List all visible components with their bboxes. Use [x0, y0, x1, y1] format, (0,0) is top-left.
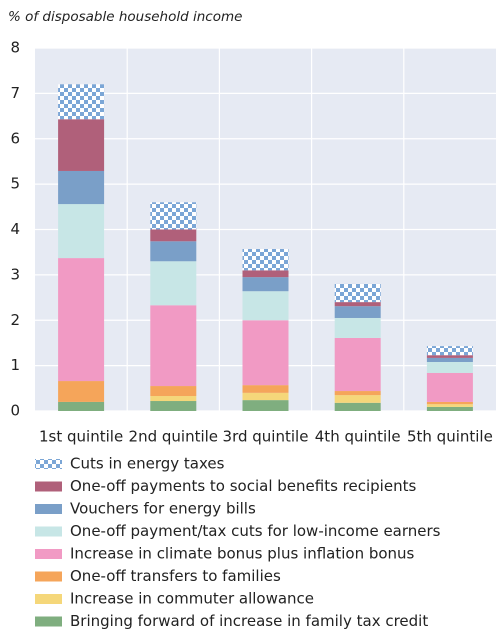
bar-segment: [426, 355, 473, 358]
legend-swatch: [35, 549, 62, 559]
bar-segment: [334, 337, 381, 392]
bar-segment: [242, 249, 289, 271]
bar-segment: [150, 241, 197, 262]
bar-segment: [334, 306, 381, 318]
bar-segment: [150, 261, 197, 306]
bar-segment: [426, 401, 473, 405]
bar-segment: [58, 119, 105, 171]
bar-segment: [334, 302, 381, 307]
legend-swatch: [35, 594, 62, 604]
y-tick-label: 6: [10, 129, 20, 147]
legend-swatch: [35, 526, 62, 537]
bar-segment: [334, 283, 381, 303]
legend-label: Bringing forward of increase in family t…: [70, 612, 428, 630]
legend-label: Vouchers for energy bills: [70, 500, 256, 518]
bar-segment: [242, 291, 289, 321]
legend-label: One-off payments to social benefits reci…: [70, 477, 416, 495]
x-tick-label: 3rd quintile: [223, 428, 309, 446]
y-tick-label: 2: [10, 311, 20, 329]
x-tick-label: 2nd quintile: [129, 428, 219, 446]
bar-segment: [242, 270, 289, 278]
x-tick-label: 4th quintile: [315, 428, 401, 446]
bar-segment: [242, 320, 289, 386]
legend-swatch: [35, 571, 62, 582]
y-tick-label: 8: [10, 39, 20, 57]
bar-segment: [426, 357, 473, 362]
bar-segment: [242, 392, 289, 401]
bar-segment: [242, 385, 289, 393]
bar-segment: [334, 391, 381, 396]
legend-swatch: [35, 616, 62, 627]
bar-segment: [426, 406, 473, 411]
legend-label: Increase in commuter allowance: [70, 590, 314, 608]
y-tick-label: 5: [10, 175, 20, 193]
bar-segment: [58, 170, 105, 205]
bar-segment: [426, 346, 473, 356]
bar-segment: [58, 84, 105, 120]
bar-segment: [58, 258, 105, 382]
bar-segment: [150, 386, 197, 397]
x-tick-label: 5th quintile: [407, 428, 493, 446]
bar-segment: [150, 229, 197, 242]
legend-label: Cuts in energy taxes: [70, 455, 225, 473]
bar-segment: [334, 395, 381, 403]
legend-swatch: [35, 459, 62, 469]
bar-segment: [58, 381, 105, 402]
legend-label: Increase in climate bonus plus inflation…: [70, 545, 415, 563]
bar-segment: [150, 401, 197, 411]
bar-segment: [426, 372, 473, 402]
bar-segment: [242, 277, 289, 292]
legend-swatch: [35, 481, 62, 492]
bar-segment: [150, 202, 197, 230]
bar-segment: [58, 401, 105, 411]
chart-title: % of disposable household income: [8, 9, 242, 25]
legend-label: One-off payment/tax cuts for low-income …: [70, 522, 441, 540]
legend-label: One-off transfers to families: [70, 567, 281, 585]
y-tick-label: 4: [10, 220, 20, 238]
bar-segment: [150, 305, 197, 387]
bar-segment: [334, 317, 381, 338]
y-tick-label: 3: [10, 265, 20, 283]
y-tick-label: 0: [10, 402, 20, 420]
y-tick-label: 1: [10, 356, 20, 374]
bar-segment: [58, 204, 105, 259]
bar-segment: [334, 402, 381, 411]
bar-segment: [426, 404, 473, 407]
y-tick-label: 7: [10, 84, 20, 102]
bar-segment: [242, 400, 289, 411]
x-tick-label: 1st quintile: [39, 428, 123, 446]
bar-segment: [426, 361, 473, 373]
bar-segment: [150, 396, 197, 402]
legend-swatch: [35, 504, 62, 514]
